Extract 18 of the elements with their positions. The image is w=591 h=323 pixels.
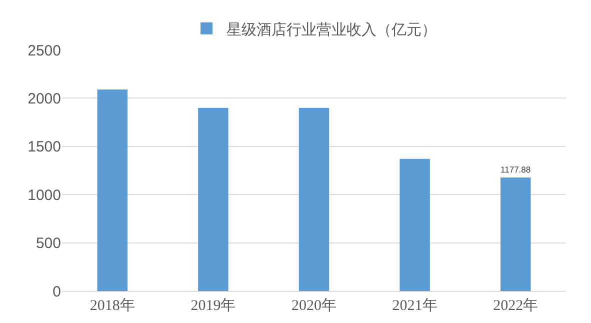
y-tick-label: 2000 <box>28 90 61 108</box>
bar <box>500 177 531 291</box>
x-tick-label: 2019年 <box>190 297 236 314</box>
y-tick-label: 500 <box>36 235 61 252</box>
data-label: 1177.88 <box>500 164 531 174</box>
x-tick-label: 2018年 <box>90 297 135 314</box>
y-tick-label: 1500 <box>28 138 61 156</box>
bar <box>97 90 128 291</box>
x-tick-label: 2021年 <box>392 297 438 314</box>
legend-label: 星级酒店行业营业收入（亿元） <box>226 21 436 38</box>
bar <box>400 158 430 291</box>
y-tick-label: 2500 <box>28 42 61 60</box>
bar <box>198 108 228 291</box>
y-tick-label: 1000 <box>28 186 61 204</box>
x-tick-label: 2022年 <box>493 297 538 314</box>
y-tick-label: 0 <box>52 283 61 300</box>
bar <box>298 108 330 291</box>
x-tick-label: 2020年 <box>292 297 336 314</box>
